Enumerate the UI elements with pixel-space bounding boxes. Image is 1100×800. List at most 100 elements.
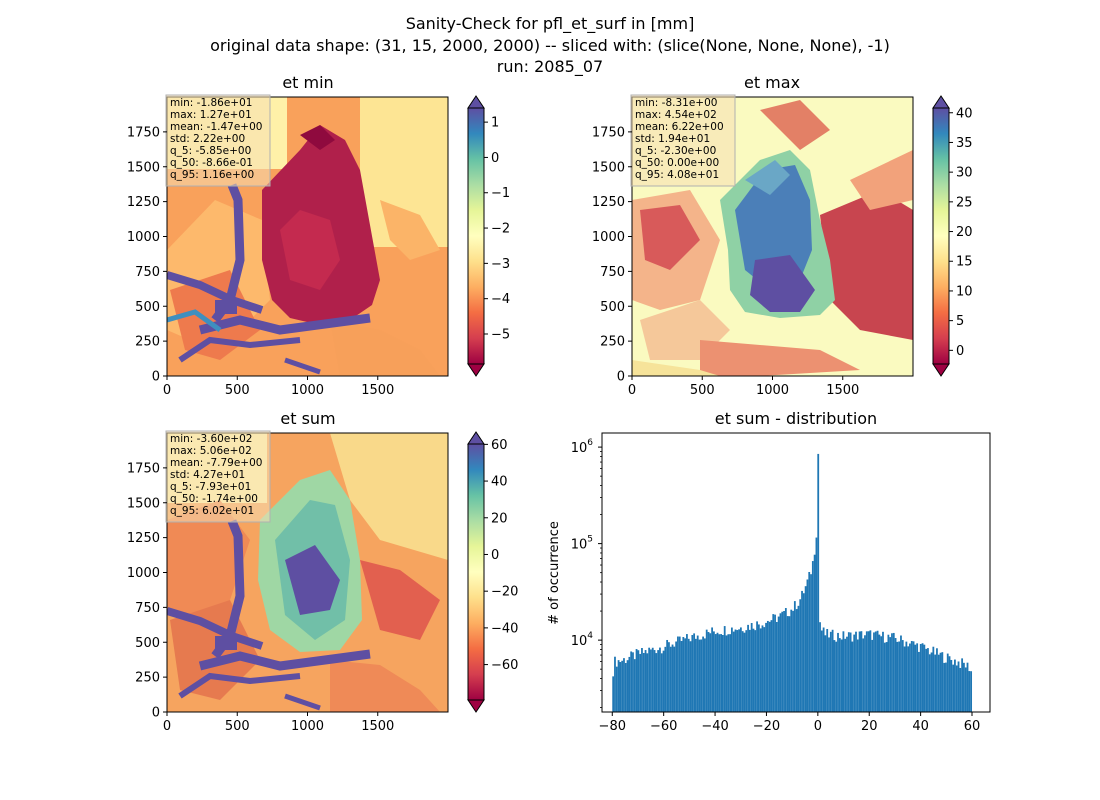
histogram-bar (932, 646, 935, 712)
histogram-bars (612, 453, 973, 712)
histogram-bar (754, 630, 757, 712)
histogram-bar (903, 646, 906, 712)
histogram-bar (918, 651, 920, 712)
histogram-bar (743, 632, 746, 712)
histogram-bar (784, 608, 787, 712)
stat-line: q_5: -2.30e+00 (635, 145, 716, 157)
histogram-bar (930, 652, 933, 712)
histogram-bar (759, 628, 762, 712)
histogram-bar (921, 643, 924, 712)
panel-title-et-sum: et sum (280, 409, 335, 428)
colorbar-tick-label: 20 (491, 511, 508, 526)
histogram-bar (745, 630, 748, 712)
ytick-label: 500 (600, 300, 625, 315)
histogram-bar (799, 599, 802, 712)
xtick-label: 500 (690, 383, 715, 398)
histogram-bar (927, 648, 929, 712)
histogram-bar (689, 641, 692, 712)
xtick-label: 1500 (361, 719, 394, 734)
colorbar-tick-label: −5 (491, 327, 510, 342)
histogram-bar (801, 590, 803, 712)
histogram-bar (790, 609, 793, 712)
histogram-bar (748, 629, 751, 712)
histogram-bar (934, 654, 937, 712)
histogram-bar (659, 647, 661, 712)
histogram-bar (696, 635, 699, 712)
histogram-bar (869, 630, 872, 712)
ytick-label: 1250 (127, 195, 160, 210)
histogram-bar (876, 630, 879, 712)
colorbar-extend-min (467, 363, 485, 377)
stat-line: q_50: 0.00e+00 (635, 157, 719, 169)
colorbar-extend-min (932, 363, 950, 377)
colorbar-tick-label: −3 (491, 257, 510, 272)
ytick-label: 1250 (127, 531, 160, 546)
stat-line: q_95: 1.16e+00 (170, 169, 254, 181)
histogram-bar (880, 636, 883, 712)
histogram-bar (739, 627, 742, 712)
colorbar-tick-label: 40 (491, 475, 508, 490)
histogram-bar (901, 640, 904, 712)
xtick-label: 1500 (826, 383, 859, 398)
histogram-bar (766, 620, 769, 712)
histogram-bar (729, 634, 731, 712)
xtick-label: 1000 (291, 383, 324, 398)
histogram-bar (907, 646, 910, 712)
histogram-bar (730, 627, 733, 712)
histogram-bar (624, 662, 627, 712)
stat-line: max: 1.27e+01 (170, 109, 252, 121)
colorbar-et-min: 1 0 −1 −2 −3 −4 −5 (467, 95, 510, 377)
histogram-bar (651, 647, 654, 712)
histogram-bar (779, 613, 782, 712)
histogram-bar (835, 641, 838, 712)
histogram-bar (844, 638, 847, 712)
panel-title-et-min: et min (282, 73, 333, 92)
histogram-bar (797, 605, 800, 712)
histogram-bar (919, 643, 922, 712)
xtick-label: 1000 (756, 383, 789, 398)
histogram-bar (668, 642, 670, 712)
histogram-bar (896, 641, 899, 712)
colorbar-tick-label: 25 (956, 195, 973, 210)
histogram-bar (765, 622, 767, 712)
histogram-bar (777, 616, 780, 712)
histogram-bar (887, 634, 890, 712)
colorbar-tick-label: 0 (956, 344, 964, 359)
colorbar-tick-label: 0 (491, 151, 499, 166)
histogram-bar (878, 634, 881, 712)
histogram-bar (711, 627, 714, 712)
histogram-bar (811, 561, 814, 712)
histogram-bar (781, 611, 784, 712)
colorbar-tick-label: −1 (491, 186, 510, 201)
histogram-bar (788, 616, 791, 712)
histogram-bar (905, 641, 908, 712)
histogram-bar (657, 650, 660, 712)
histogram-bar (772, 614, 775, 712)
histogram-bar (842, 631, 845, 712)
histogram-bar (704, 638, 706, 712)
ytick-label: 0 (617, 370, 625, 385)
histogram-bar (828, 637, 830, 712)
histogram-bar (970, 671, 973, 712)
histogram-bar (623, 658, 625, 712)
histogram-bar (813, 554, 816, 712)
stat-line: q_5: -7.93e+01 (170, 481, 251, 493)
xtick-label: −40 (701, 719, 728, 734)
histogram-bar (806, 579, 809, 712)
histogram-bar (826, 628, 829, 712)
histogram-bar (860, 631, 863, 712)
ytick-label: 1000 (127, 230, 160, 245)
histogram-bar (945, 662, 947, 712)
colorbar-tick-label: −2 (491, 222, 510, 237)
stat-line: min: -8.31e+00 (635, 97, 717, 109)
histogram-bar (874, 631, 877, 712)
histogram-bar (650, 649, 652, 712)
axes-et-sum: 0 500 1000 1500 0 250 500 750 1000 1250 1500 1750 (127, 461, 394, 734)
histogram-bar (864, 635, 866, 712)
ytick-label: 1000 (592, 230, 625, 245)
histogram-bar (614, 656, 616, 712)
histogram-bar (795, 609, 798, 712)
histogram-bar (964, 667, 967, 712)
histogram-bar (950, 659, 953, 712)
hist-xaxis: −80 −60 −40 −20 0 20 40 60 (599, 712, 980, 734)
